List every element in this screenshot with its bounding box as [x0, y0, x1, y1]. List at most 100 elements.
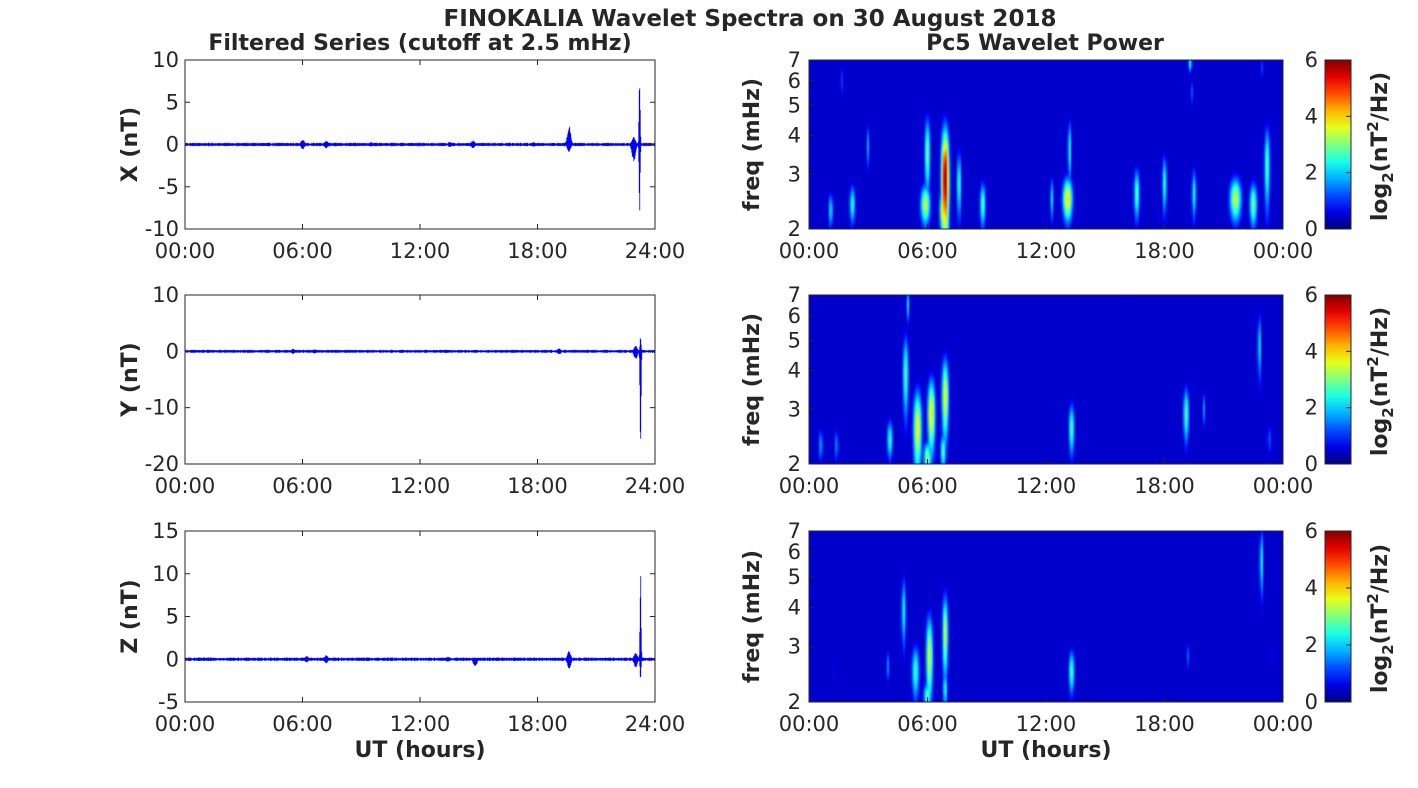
- z-power-xtick-label: 12:00: [1016, 712, 1077, 736]
- x-power-xtick-label: 06:00: [897, 239, 958, 263]
- z-series-ytick-label: 15: [152, 519, 179, 543]
- y-power-xtick-label: 00:00: [779, 474, 840, 498]
- y-series-panel: -20 -10 0 10 00:00 06:00 12:00 18:00 24:00 Y (nT): [118, 283, 685, 498]
- z-power-xtick-label: 00:00: [1253, 712, 1314, 736]
- x-power-xtick-label: 12:00: [1016, 239, 1077, 263]
- y-power-ytick-label: 2: [788, 452, 801, 476]
- x-power-ytick-label: 3: [788, 162, 801, 186]
- x-power-ytick-label: 5: [788, 93, 801, 117]
- z-power-ytick-label: 2: [788, 690, 801, 714]
- x-power-xtick-label: 00:00: [779, 239, 840, 263]
- z-power-heatmap-image: [809, 531, 1283, 702]
- x-series-xtick-label: 06:00: [272, 239, 333, 263]
- x-series-ytick-label: 0: [166, 133, 179, 157]
- y-power-colorbar-tick-label: 2: [1305, 396, 1318, 420]
- y-power-colorbar-label: log2(nT2/Hz): [1364, 307, 1397, 456]
- x-series-xtick-label: 00:00: [155, 239, 216, 263]
- z-series-ylabel: Z (nT): [118, 579, 143, 653]
- z-power-colorbar-tick-label: 4: [1305, 576, 1318, 600]
- z-series-ytick-label: 10: [152, 562, 179, 586]
- y-power-ytick-label: 5: [788, 328, 801, 352]
- y-series-ytick-label: 10: [152, 283, 179, 307]
- y-series-ytick-label: -20: [145, 452, 179, 476]
- z-series-xtick-label: 12:00: [390, 712, 451, 736]
- z-series-ytick-label: 0: [166, 647, 179, 671]
- y-power-colorbar-tick-label: 4: [1305, 339, 1318, 363]
- z-power-xtick-label: 18:00: [1134, 712, 1195, 736]
- x-power-colorbar-tick-label: 6: [1305, 48, 1318, 72]
- x-power-colorbar-tick-label: 2: [1305, 161, 1318, 185]
- x-series-ylabel: X (nT): [118, 107, 143, 182]
- x-series-panel: -10 -5 0 5 10 00:00 06:00 12:00 18:00 24:00 X (nT): [118, 48, 685, 263]
- y-power-xtick-label: 00:00: [1253, 474, 1314, 498]
- x-series-ytick-label: 5: [166, 90, 179, 114]
- left-column-title: Filtered Series (cutoff at 2.5 mHz): [208, 31, 631, 56]
- z-series-xtick-label: 00:00: [155, 712, 216, 736]
- z-series-xtick-label: 18:00: [507, 712, 568, 736]
- y-series-xtick-label: 18:00: [507, 474, 568, 498]
- panels: -10 -5 0 5 10 00:00 06:00 12:00 18:00 24:00 X (nT)…: [118, 48, 1397, 763]
- y-series-xtick-label: 06:00: [272, 474, 333, 498]
- z-power-colorbar-tick-label: 6: [1305, 519, 1318, 543]
- z-series-xlabel: UT (hours): [354, 738, 485, 763]
- y-power-colorbar-tick-label: 6: [1305, 283, 1318, 307]
- y-power-ytick-label: 6: [788, 304, 801, 328]
- y-power-ytick-label: 7: [788, 283, 801, 307]
- x-power-colorbar: [1324, 59, 1352, 230]
- x-power-colorbar-tick-label: 0: [1305, 217, 1318, 241]
- x-power-xtick-label: 18:00: [1134, 239, 1195, 263]
- z-power-ytick-label: 6: [788, 540, 801, 564]
- z-series-xtick-label: 24:00: [625, 712, 686, 736]
- z-series-plot-area: [185, 531, 655, 702]
- z-power-ytick-label: 7: [788, 519, 801, 543]
- x-power-heatmap-image: [809, 60, 1283, 229]
- y-power-xtick-label: 06:00: [897, 474, 958, 498]
- figure-title: FINOKALIA Wavelet Spectra on 30 August 2…: [444, 6, 1057, 32]
- y-series-xtick-label: 24:00: [625, 474, 686, 498]
- z-series-xtick-label: 06:00: [272, 712, 333, 736]
- x-power-ytick-label: 2: [788, 217, 801, 241]
- x-power-colorbar-label: log2(nT2/Hz): [1364, 72, 1397, 221]
- z-power-colorbar-tick-label: 2: [1305, 633, 1318, 657]
- z-series-ytick-label: 5: [166, 605, 179, 629]
- x-power-xtick-label: 00:00: [1253, 239, 1314, 263]
- z-power-ytick-label: 3: [788, 635, 801, 659]
- z-power-xtick-label: 00:00: [779, 712, 840, 736]
- y-series-ytick-label: 0: [166, 339, 179, 363]
- z-power-xtick-label: 06:00: [897, 712, 958, 736]
- z-power-xlabel: UT (hours): [980, 738, 1111, 763]
- y-power-colorbar-tick-label: 0: [1305, 452, 1318, 476]
- z-power-colorbar-label: log2(nT2/Hz): [1364, 544, 1397, 693]
- y-power-ytick-label: 3: [788, 397, 801, 421]
- z-power-colorbar-tick-label: 0: [1305, 690, 1318, 714]
- right-column-title: Pc5 Wavelet Power: [926, 31, 1164, 56]
- z-series-panel: -5 0 5 10 15 00:00 06:00 12:00 18:00 24:00 Z (nT) U…: [118, 519, 685, 763]
- z-power-ylabel: freq (mHz): [740, 550, 765, 683]
- y-power-xtick-label: 18:00: [1134, 474, 1195, 498]
- z-power-colorbar: [1324, 530, 1352, 703]
- x-power-ytick-label: 4: [788, 123, 801, 147]
- y-power-ylabel: freq (mHz): [740, 313, 765, 446]
- y-power-colorbar: [1324, 294, 1352, 465]
- x-series-xtick-label: 12:00: [390, 239, 451, 263]
- y-series-ytick-label: -10: [145, 396, 179, 420]
- x-series-ytick-label: -10: [145, 217, 179, 241]
- x-series-xtick-label: 24:00: [625, 239, 686, 263]
- y-power-xtick-label: 12:00: [1016, 474, 1077, 498]
- y-series-xtick-label: 00:00: [155, 474, 216, 498]
- x-power-ylabel: freq (mHz): [740, 78, 765, 211]
- x-power-ytick-label: 7: [788, 48, 801, 72]
- z-power-ytick-label: 4: [788, 595, 801, 619]
- y-series-plot-area: [185, 295, 655, 464]
- y-series-xtick-label: 12:00: [390, 474, 451, 498]
- z-power-ytick-label: 5: [788, 565, 801, 589]
- y-series-ylabel: Y (nT): [118, 342, 143, 417]
- x-series-xtick-label: 18:00: [507, 239, 568, 263]
- y-power-heatmap-image: [809, 295, 1283, 464]
- x-power-ytick-label: 6: [788, 69, 801, 93]
- x-series-ytick-label: 10: [152, 48, 179, 72]
